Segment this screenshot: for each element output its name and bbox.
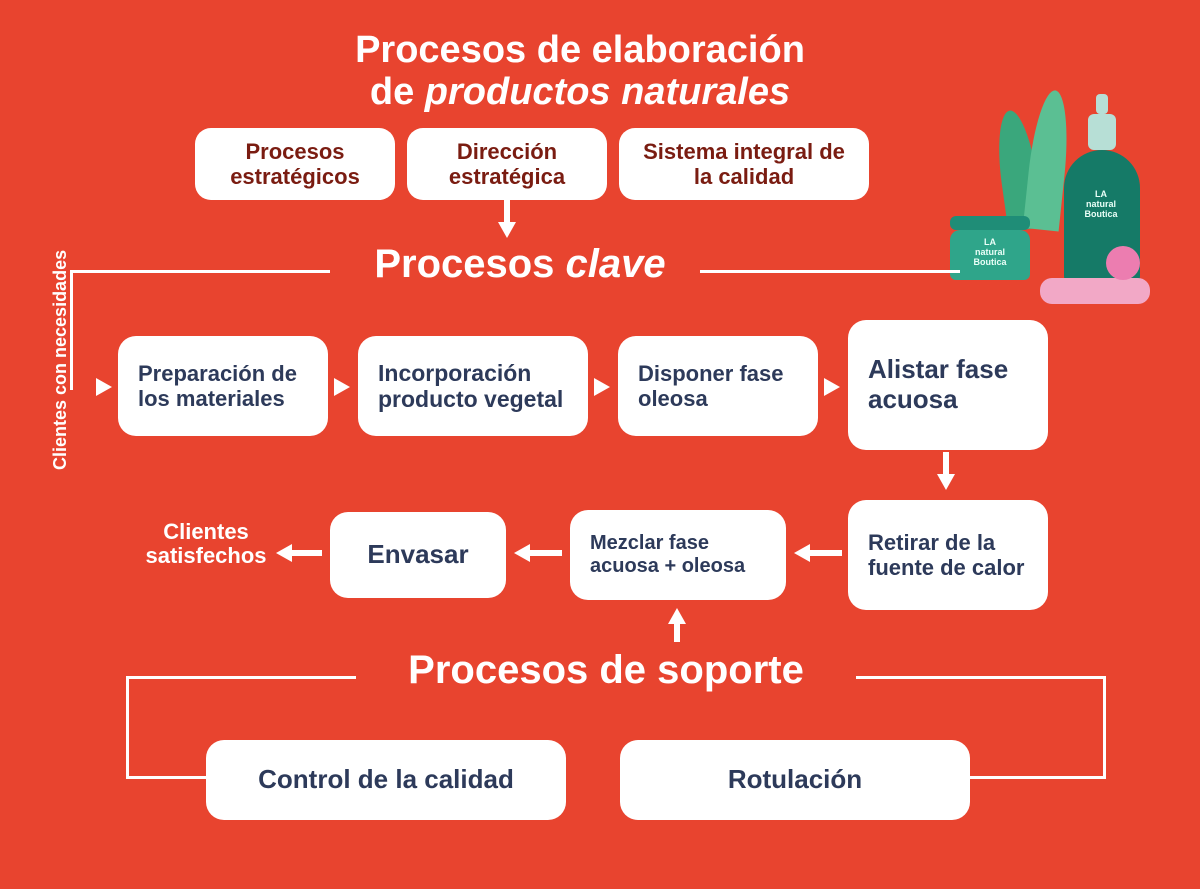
step-6: Mezclar fase acuosa + oleosa: [570, 510, 786, 600]
step-5: Retirar de la fuente de calor: [848, 500, 1048, 610]
title-line1: Procesos de elaboración: [260, 30, 900, 72]
arrow-stem: [808, 550, 842, 556]
label-clients-satisfied: Clientes satisfechos: [126, 520, 286, 568]
divider-line: [856, 676, 1106, 679]
brand-label: LAnaturalBoutica: [962, 238, 1018, 268]
connector-line: [126, 776, 206, 779]
arrow-stem: [528, 550, 562, 556]
section-title-text: Procesos: [374, 242, 565, 286]
title-line2-prefix: de: [370, 71, 425, 113]
divider-line: [700, 270, 960, 273]
pill-strategic-2: Dirección estratégica: [407, 128, 607, 200]
divider-line: [70, 270, 330, 273]
arrow-right-icon: [594, 378, 610, 396]
label-text: Clientes satisfechos: [145, 519, 266, 568]
arrow-stem: [504, 200, 510, 224]
pill-strategic-3: Sistema integral de la calidad: [619, 128, 869, 200]
step-1: Preparación de los materiales: [118, 336, 328, 436]
divider-line: [126, 676, 356, 679]
section-title-soporte: Procesos de soporte: [356, 650, 856, 690]
arrow-down-icon: [937, 474, 955, 490]
step-label: Incorporación producto vegetal: [378, 360, 568, 413]
arrow-right-icon: [96, 378, 112, 396]
step-label: Preparación de los materiales: [138, 361, 308, 412]
flower-icon: [1106, 246, 1140, 280]
step-7: Envasar: [330, 512, 506, 598]
support-box-1: Control de la calidad: [206, 740, 566, 820]
arrow-right-icon: [824, 378, 840, 396]
connector-line: [1103, 676, 1106, 776]
jar-lid-icon: [950, 216, 1030, 230]
arrow-right-icon: [334, 378, 350, 396]
brand-label: LAnaturalBoutica: [1076, 190, 1126, 220]
arrow-stem: [943, 452, 949, 476]
support-box-2: Rotulación: [620, 740, 970, 820]
side-label-clients-needs: Clientes con necesidades: [50, 250, 71, 470]
arrow-stem: [290, 550, 322, 556]
section-title-clave: Procesos clave: [330, 244, 710, 284]
pump-icon: [1088, 114, 1116, 150]
products-illustration: LAnaturalBoutica LAnaturalBoutica: [940, 90, 1160, 310]
step-label: Retirar de la fuente de calor: [868, 530, 1028, 581]
title-line2-italic: productos naturales: [425, 71, 790, 113]
soap-icon: [1040, 278, 1150, 304]
support-label: Control de la calidad: [258, 765, 514, 795]
pill-label: Procesos estratégicos: [213, 139, 377, 190]
step-label: Alistar fase acuosa: [868, 355, 1028, 415]
section-title-text-italic: clave: [566, 242, 666, 286]
side-label-text: Clientes con necesidades: [50, 250, 70, 470]
main-title: Procesos de elaboración de productos nat…: [260, 30, 900, 114]
step-label: Envasar: [367, 540, 468, 570]
step-label: Mezclar fase acuosa + oleosa: [590, 532, 766, 578]
step-4: Alistar fase acuosa: [848, 320, 1048, 450]
arrow-down-icon: [498, 222, 516, 238]
pill-label: Sistema integral de la calidad: [637, 139, 851, 190]
connector-line: [970, 776, 1106, 779]
step-3: Disponer fase oleosa: [618, 336, 818, 436]
pill-strategic-1: Procesos estratégicos: [195, 128, 395, 200]
connector-line: [126, 676, 129, 776]
step-label: Disponer fase oleosa: [638, 361, 798, 412]
section-title-text: Procesos de soporte: [408, 648, 804, 692]
arrow-left-icon: [794, 544, 810, 562]
arrow-left-icon: [514, 544, 530, 562]
arrow-stem: [674, 622, 680, 642]
support-label: Rotulación: [728, 765, 862, 795]
diagram-canvas: Procesos de elaboración de productos nat…: [0, 0, 1200, 889]
step-2: Incorporación producto vegetal: [358, 336, 588, 436]
pump-icon: [1096, 94, 1108, 114]
pill-label: Dirección estratégica: [425, 139, 589, 190]
